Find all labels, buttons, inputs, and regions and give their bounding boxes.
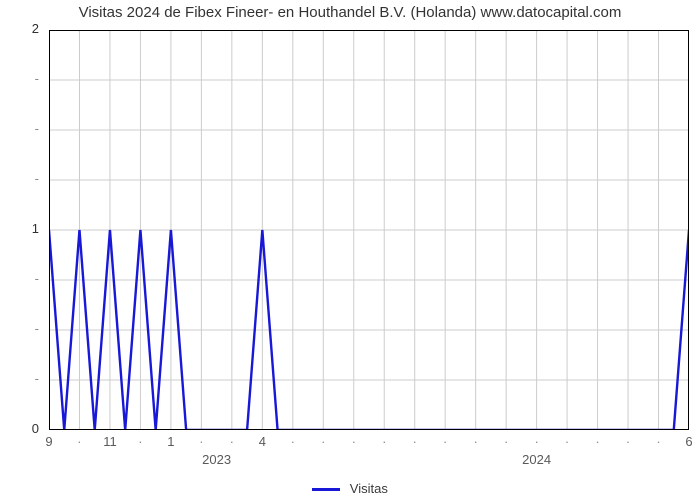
legend: Visitas bbox=[0, 481, 700, 496]
x-minor-tick: · bbox=[382, 434, 386, 449]
chart-svg bbox=[49, 30, 689, 430]
x-minor-tick: · bbox=[443, 434, 447, 449]
x-minor-tick: · bbox=[504, 434, 508, 449]
y-minor-tick: - bbox=[0, 321, 39, 336]
chart-title: Visitas 2024 de Fibex Fineer- en Houthan… bbox=[0, 4, 700, 21]
x-year-label: 2024 bbox=[522, 452, 551, 467]
y-minor-tick: - bbox=[0, 271, 39, 286]
x-tick-label: 9 bbox=[45, 434, 52, 449]
chart-container: Visitas 2024 de Fibex Fineer- en Houthan… bbox=[0, 0, 700, 500]
x-minor-tick: · bbox=[656, 434, 660, 449]
x-minor-tick: · bbox=[534, 434, 538, 449]
x-tick-label: 1 bbox=[167, 434, 174, 449]
plot-area bbox=[49, 30, 689, 430]
x-minor-tick: · bbox=[77, 434, 81, 449]
x-tick-label: 4 bbox=[259, 434, 266, 449]
x-minor-tick: · bbox=[352, 434, 356, 449]
y-minor-tick: - bbox=[0, 171, 39, 186]
x-tick-label: 11 bbox=[103, 434, 117, 449]
x-minor-tick: · bbox=[565, 434, 569, 449]
y-minor-tick: - bbox=[0, 371, 39, 386]
x-year-label: 2023 bbox=[202, 452, 231, 467]
x-minor-tick: · bbox=[199, 434, 203, 449]
y-minor-tick: - bbox=[0, 71, 39, 86]
x-minor-tick: · bbox=[291, 434, 295, 449]
legend-swatch bbox=[312, 488, 340, 491]
x-minor-tick: · bbox=[321, 434, 325, 449]
x-minor-tick: · bbox=[626, 434, 630, 449]
y-minor-tick: - bbox=[0, 121, 39, 136]
x-minor-tick: · bbox=[473, 434, 477, 449]
x-minor-tick: · bbox=[230, 434, 234, 449]
x-tick-label: 6 bbox=[685, 434, 692, 449]
x-minor-tick: · bbox=[413, 434, 417, 449]
y-tick-label: 0 bbox=[0, 421, 39, 436]
x-minor-tick: · bbox=[595, 434, 599, 449]
y-tick-label: 1 bbox=[0, 221, 39, 236]
legend-label: Visitas bbox=[350, 481, 388, 496]
y-tick-label: 2 bbox=[0, 21, 39, 36]
x-minor-tick: · bbox=[138, 434, 142, 449]
